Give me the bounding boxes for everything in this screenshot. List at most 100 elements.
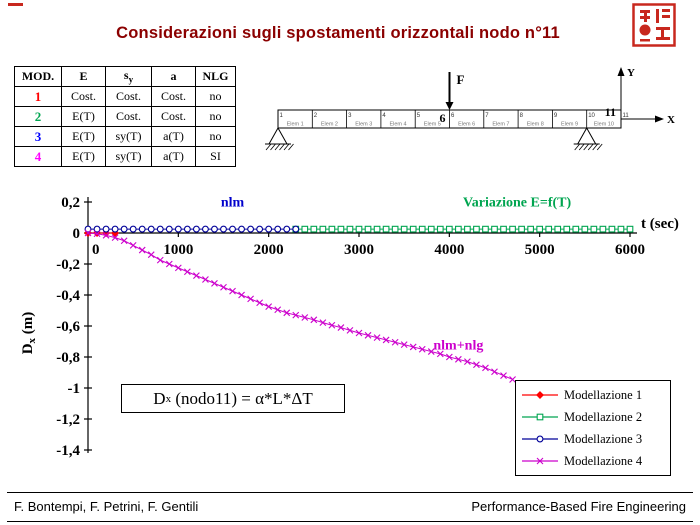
svg-text:Elem 9: Elem 9 (561, 122, 578, 128)
legend-label: Modellazione 4 (564, 453, 643, 468)
table-mod-2: 2 (14, 106, 62, 127)
svg-text:11: 11 (623, 113, 630, 119)
svg-text:-1,4: -1,4 (56, 443, 80, 459)
legend-item-modellazione-4: Modellazione 4 (520, 454, 666, 469)
table-cell: E(T) (61, 126, 106, 147)
svg-text:0: 0 (73, 226, 81, 242)
col-e: E (61, 66, 106, 87)
svg-text:5: 5 (417, 113, 421, 119)
table-cell: no (195, 126, 236, 147)
svg-text:8: 8 (520, 113, 524, 119)
svg-text:F: F (457, 72, 465, 87)
table-cell: Cost. (105, 106, 152, 127)
table-cell: sy(T) (105, 126, 152, 147)
svg-text:6: 6 (440, 111, 446, 125)
legend-item-modellazione-2: Modellazione 2 (520, 410, 666, 425)
legend-label: Modellazione 2 (564, 409, 643, 424)
svg-text:Elem 7: Elem 7 (492, 122, 509, 128)
svg-text:-0,4: -0,4 (56, 288, 80, 304)
footer-authors: F. Bontempi, F. Petrini, F. Gentili (14, 499, 199, 514)
svg-text:1: 1 (280, 113, 284, 119)
legend-label: Modellazione 3 (564, 431, 643, 446)
svg-text:Elem 2: Elem 2 (321, 122, 338, 128)
svg-text:Variazione E=f(T): Variazione E=f(T) (463, 196, 572, 211)
svg-text:0: 0 (92, 242, 100, 258)
svg-text:Dx (m): Dx (m) (20, 312, 38, 355)
svg-text:3000: 3000 (344, 242, 374, 258)
seal-icon (632, 3, 676, 47)
table-mod-1: 1 (14, 86, 62, 107)
legend-marker-x-icon (522, 457, 558, 465)
table-mod-4: 4 (14, 146, 62, 167)
structure-diagram: 1 2 3 4 5 6 7 8 9 10 11 Elem 1 Elem 2 Elem 3 Elem 4 Ele… (265, 67, 675, 151)
svg-text:-1: -1 (68, 381, 81, 397)
table-header-row: MOD. E sy a NLG (14, 66, 236, 87)
model-table: MOD. E sy a NLG 1 Cost. Cost. Cost. no 2… (14, 66, 236, 167)
table-cell: a(T) (151, 146, 196, 167)
table-row: 2 E(T) Cost. Cost. no (14, 106, 236, 127)
svg-text:4: 4 (382, 113, 386, 119)
legend-item-modellazione-3: Modellazione 3 (520, 432, 666, 447)
svg-text:5000: 5000 (525, 242, 555, 258)
svg-text:10: 10 (588, 113, 595, 119)
legend-marker-square-icon (522, 413, 558, 421)
formula-sub: x (165, 392, 172, 405)
svg-text:Elem 6: Elem 6 (458, 122, 475, 128)
svg-text:0,2: 0,2 (61, 195, 80, 211)
formula-rest: (nodo11) = α*L*ΔT (171, 388, 313, 408)
seal-logo (632, 3, 676, 47)
svg-text:2000: 2000 (254, 242, 284, 258)
svg-text:t (sec): t (sec) (641, 216, 679, 232)
slide-title: Considerazioni sugli spostamenti orizzon… (116, 24, 560, 42)
svg-text:Elem 8: Elem 8 (527, 122, 544, 128)
table-cell: no (195, 86, 236, 107)
table-row: 1 Cost. Cost. Cost. no (14, 86, 236, 107)
table-cell: sy(T) (105, 146, 152, 167)
legend-marker-diamond-icon (522, 391, 558, 399)
table-cell: Cost. (151, 86, 196, 107)
svg-text:Elem 10: Elem 10 (594, 122, 614, 128)
table-cell: E(T) (61, 106, 106, 127)
formula-base: D (153, 388, 166, 408)
legend-marker-circle-icon (522, 435, 558, 443)
svg-text:Elem 4: Elem 4 (389, 122, 406, 128)
chart-legend: Modellazione 1 Modellazione 2 Modellazio… (515, 380, 671, 476)
svg-text:-1,2: -1,2 (56, 412, 80, 428)
col-mod: MOD. (14, 66, 62, 87)
col-a: a (151, 66, 196, 87)
svg-text:9: 9 (554, 113, 558, 119)
table-mod-3: 3 (14, 126, 62, 147)
footer-topic: Performance-Based Fire Engineering (471, 499, 686, 514)
svg-text:-0,8: -0,8 (56, 350, 80, 366)
svg-text:7: 7 (485, 113, 489, 119)
legend-item-modellazione-1: Modellazione 1 (520, 388, 666, 403)
legend-label: Modellazione 1 (564, 387, 643, 402)
svg-text:6000: 6000 (615, 242, 645, 258)
svg-text:-0,2: -0,2 (56, 257, 80, 273)
svg-text:2: 2 (314, 113, 318, 119)
table-cell: E(T) (61, 146, 106, 167)
bottom-border (7, 521, 693, 522)
table-cell: Cost. (105, 86, 152, 107)
table-row: 4 E(T) sy(T) a(T) SI (14, 146, 236, 167)
svg-text:Elem 3: Elem 3 (355, 122, 372, 128)
svg-text:1000: 1000 (163, 242, 193, 258)
col-sy: sy (105, 66, 152, 87)
svg-text:nlm: nlm (221, 196, 245, 211)
col-nlg: NLG (195, 66, 236, 87)
svg-text:3: 3 (348, 113, 352, 119)
corner-dash (8, 3, 23, 6)
footer-divider (7, 492, 693, 493)
svg-text:4000: 4000 (434, 242, 464, 258)
table-row: 3 E(T) sy(T) a(T) no (14, 126, 236, 147)
svg-text:Y: Y (627, 67, 635, 79)
table-cell: SI (195, 146, 236, 167)
table-cell: a(T) (151, 126, 196, 147)
svg-text:Elem 1: Elem 1 (287, 122, 304, 128)
svg-text:Elem 5: Elem 5 (424, 122, 441, 128)
table-cell: Cost. (151, 106, 196, 127)
svg-text:-0,6: -0,6 (56, 319, 80, 335)
displacement-chart: 0 1000 2000 3000 4000 5000 6000 0,2 0 -0,2 -0,4 -0,… (20, 195, 679, 459)
svg-text:11: 11 (605, 105, 616, 119)
